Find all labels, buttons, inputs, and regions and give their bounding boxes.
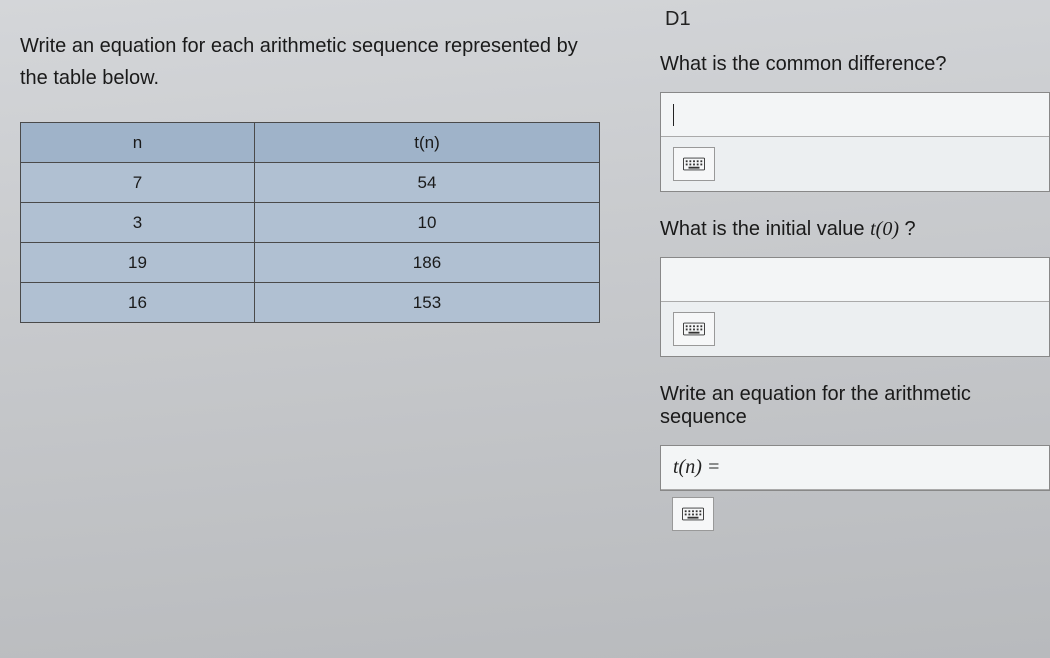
q2-label: What is the initial value t(0) ? xyxy=(660,218,1050,241)
sequence-table: n t(n) 7 54 3 10 19 186 16 153 xyxy=(20,122,600,323)
q1-input[interactable] xyxy=(661,93,1049,137)
text-cursor xyxy=(673,104,674,126)
table-row: 3 10 xyxy=(21,203,600,243)
keyboard-button[interactable] xyxy=(673,312,715,346)
prompt-line-2: the table below. xyxy=(20,67,159,89)
q2-input[interactable] xyxy=(661,258,1049,302)
cell: 16 xyxy=(21,283,255,323)
q1-toolbar xyxy=(661,137,1049,191)
q1-answer-box xyxy=(660,92,1050,192)
table-header-row: n t(n) xyxy=(21,123,600,163)
q3-input[interactable]: t(n) = xyxy=(661,446,1049,490)
table-row: 16 153 xyxy=(21,283,600,323)
cell: 3 xyxy=(21,203,255,243)
q2-label-math: t(0) xyxy=(870,218,899,240)
q3-label: Write an equation for the arithmetic seq… xyxy=(660,383,1050,429)
keyboard-button[interactable] xyxy=(673,147,715,181)
q2-answer-box xyxy=(660,257,1050,357)
q2-label-prefix: What is the initial value xyxy=(660,218,870,240)
page-root: Write an equation for each arithmetic se… xyxy=(0,0,1050,658)
col-header-n: n xyxy=(21,123,255,163)
col-header-tn: t(n) xyxy=(254,123,599,163)
q3-answer-box: t(n) = xyxy=(660,445,1050,491)
table-row: 19 186 xyxy=(21,243,600,283)
keyboard-icon xyxy=(683,322,705,336)
cell: 153 xyxy=(254,283,599,323)
cell: 54 xyxy=(254,163,599,203)
table-row: 7 54 xyxy=(21,163,600,203)
q1-label: What is the common difference? xyxy=(660,53,1050,76)
q2-label-suffix: ? xyxy=(899,218,916,240)
keyboard-icon xyxy=(683,157,705,171)
cell: 19 xyxy=(21,243,255,283)
keyboard-button[interactable] xyxy=(672,497,714,531)
prompt-line-1: Write an equation for each arithmetic se… xyxy=(20,35,578,57)
question-prompt: Write an equation for each arithmetic se… xyxy=(20,30,620,94)
cell: 10 xyxy=(254,203,599,243)
cell: 7 xyxy=(21,163,255,203)
cell: 186 xyxy=(254,243,599,283)
q2-toolbar xyxy=(661,302,1049,356)
right-column: D1 What is the common difference? W xyxy=(640,0,1050,658)
q3-toolbar xyxy=(660,497,1050,531)
section-label: D1 xyxy=(660,8,1050,31)
keyboard-icon xyxy=(682,507,704,521)
left-column: Write an equation for each arithmetic se… xyxy=(0,0,640,658)
q3-prefill: t(n) = xyxy=(673,456,720,479)
